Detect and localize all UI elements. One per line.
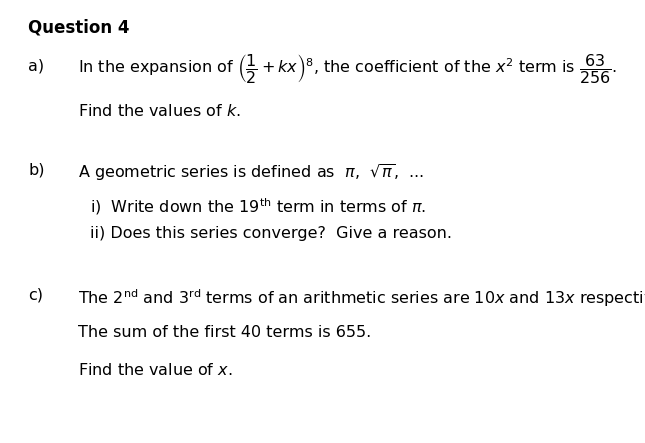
Text: Find the values of $k$.: Find the values of $k$. xyxy=(78,103,241,119)
Text: The sum of the first 40 terms is 655.: The sum of the first 40 terms is 655. xyxy=(78,325,372,340)
Text: i)  Write down the 19$^{\rm th}$ term in terms of $\pi$.: i) Write down the 19$^{\rm th}$ term in … xyxy=(90,196,426,217)
Text: Find the value of $x$.: Find the value of $x$. xyxy=(78,362,232,378)
Text: The 2$^{\rm nd}$ and 3$^{\rm rd}$ terms of an arithmetic series are 10$x$ and 13: The 2$^{\rm nd}$ and 3$^{\rm rd}$ terms … xyxy=(78,287,645,309)
Text: In the expansion of $\left(\dfrac{1}{2}+kx\right)^{8}$, the coefficient of the $: In the expansion of $\left(\dfrac{1}{2}+… xyxy=(78,52,617,85)
Text: b): b) xyxy=(28,162,45,177)
Text: A geometric series is defined as  $\pi$,  $\sqrt{\pi}$,  ...: A geometric series is defined as $\pi$, … xyxy=(78,162,424,183)
Text: ii) Does this series converge?  Give a reason.: ii) Does this series converge? Give a re… xyxy=(90,226,452,241)
Text: c): c) xyxy=(28,287,43,302)
Text: a): a) xyxy=(28,58,44,73)
Text: Question 4: Question 4 xyxy=(28,18,130,36)
